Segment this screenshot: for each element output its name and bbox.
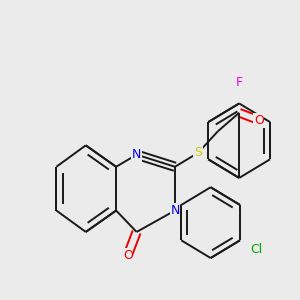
Text: Cl: Cl bbox=[250, 243, 262, 256]
Text: F: F bbox=[236, 76, 243, 89]
Text: O: O bbox=[123, 249, 133, 262]
Text: O: O bbox=[254, 114, 264, 127]
Text: S: S bbox=[194, 146, 202, 159]
Text: N: N bbox=[132, 148, 141, 161]
Text: N: N bbox=[170, 204, 180, 217]
